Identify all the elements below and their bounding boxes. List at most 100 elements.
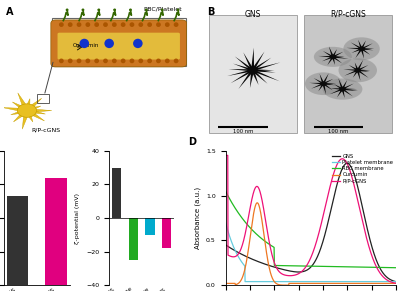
- Ellipse shape: [176, 8, 180, 11]
- Line: RBC membrane: RBC membrane: [226, 191, 396, 268]
- Y-axis label: ζ-potential (mV): ζ-potential (mV): [76, 193, 80, 244]
- Ellipse shape: [338, 58, 377, 82]
- Text: 100 nm: 100 nm: [328, 129, 349, 134]
- Ellipse shape: [145, 8, 148, 11]
- Polygon shape: [333, 56, 349, 59]
- Curcumin: [255, 201, 260, 205]
- Ellipse shape: [59, 58, 64, 63]
- Polygon shape: [314, 78, 324, 84]
- Ellipse shape: [322, 79, 362, 100]
- Polygon shape: [349, 65, 358, 71]
- RBC membrane: [356, 265, 361, 269]
- Text: 100 nm: 100 nm: [233, 129, 253, 134]
- Polygon shape: [338, 78, 344, 89]
- Polygon shape: [355, 49, 363, 58]
- Line: Platelet membrane: Platelet membrane: [226, 223, 396, 282]
- Curcumin: [272, 279, 276, 283]
- Curcumin: [394, 282, 398, 285]
- Platelet membrane: [277, 280, 282, 283]
- Curcumin: [265, 257, 270, 260]
- Ellipse shape: [130, 22, 134, 27]
- Ellipse shape: [147, 22, 152, 27]
- Polygon shape: [323, 51, 334, 58]
- Line: Curcumin: Curcumin: [226, 203, 396, 285]
- Ellipse shape: [68, 22, 72, 27]
- GNS: [277, 267, 282, 270]
- Curcumin: [356, 282, 361, 285]
- Platelet membrane: [272, 280, 276, 283]
- Polygon shape: [323, 83, 336, 84]
- Ellipse shape: [320, 81, 327, 86]
- Ellipse shape: [339, 87, 346, 91]
- Polygon shape: [2, 108, 28, 113]
- Text: Curcumin: Curcumin: [73, 43, 99, 48]
- Polygon shape: [322, 73, 329, 84]
- Ellipse shape: [80, 39, 89, 48]
- Polygon shape: [346, 48, 362, 49]
- Polygon shape: [24, 110, 33, 122]
- Ellipse shape: [174, 58, 178, 63]
- Polygon shape: [342, 88, 357, 90]
- Polygon shape: [227, 69, 253, 76]
- Polygon shape: [251, 52, 264, 71]
- RBC membrane: [335, 265, 340, 268]
- Bar: [209, 15, 296, 133]
- Ellipse shape: [343, 37, 380, 60]
- Ellipse shape: [138, 22, 143, 27]
- Text: R/P-cGNS: R/P-cGNS: [330, 10, 366, 19]
- Polygon shape: [323, 83, 335, 85]
- Ellipse shape: [358, 47, 365, 51]
- Ellipse shape: [354, 68, 361, 73]
- Ellipse shape: [77, 58, 82, 63]
- Curcumin: [377, 282, 382, 285]
- Polygon shape: [243, 52, 254, 71]
- Polygon shape: [337, 89, 344, 97]
- RBC membrane: [265, 241, 270, 245]
- Polygon shape: [322, 84, 326, 95]
- Ellipse shape: [66, 8, 68, 11]
- Polygon shape: [355, 62, 359, 70]
- Polygon shape: [311, 83, 324, 89]
- Polygon shape: [332, 57, 335, 65]
- GNS: [265, 263, 270, 267]
- Platelet membrane: [356, 280, 361, 283]
- Polygon shape: [252, 62, 280, 71]
- Polygon shape: [361, 48, 370, 55]
- Ellipse shape: [86, 22, 90, 27]
- Polygon shape: [252, 58, 271, 71]
- Ellipse shape: [59, 22, 64, 27]
- Polygon shape: [327, 56, 334, 65]
- Polygon shape: [361, 43, 373, 49]
- Polygon shape: [250, 70, 254, 88]
- Line: R/P-cGNS: R/P-cGNS: [226, 155, 396, 283]
- Ellipse shape: [113, 8, 116, 11]
- Polygon shape: [230, 70, 254, 83]
- Polygon shape: [322, 56, 334, 61]
- Ellipse shape: [112, 58, 117, 63]
- Polygon shape: [25, 98, 42, 112]
- Ellipse shape: [138, 58, 143, 63]
- Ellipse shape: [94, 22, 99, 27]
- Ellipse shape: [156, 22, 161, 27]
- RBC membrane: [277, 264, 282, 267]
- Polygon shape: [27, 109, 52, 113]
- Text: A: A: [6, 7, 14, 17]
- Polygon shape: [332, 52, 344, 58]
- GNS: [344, 162, 349, 165]
- R/P-cGNS: [277, 270, 282, 274]
- R/P-cGNS: [394, 282, 398, 285]
- Polygon shape: [309, 83, 324, 84]
- Text: RBC/Platelet: RBC/Platelet: [143, 6, 182, 11]
- Ellipse shape: [156, 58, 161, 63]
- R/P-cGNS: [377, 270, 382, 274]
- Polygon shape: [330, 88, 342, 90]
- GNS: [394, 280, 398, 283]
- Polygon shape: [24, 99, 30, 111]
- Polygon shape: [252, 69, 274, 71]
- Polygon shape: [252, 69, 280, 81]
- Polygon shape: [252, 69, 276, 72]
- RBC membrane: [377, 266, 382, 269]
- Polygon shape: [358, 70, 370, 72]
- Bar: [162, 218, 172, 248]
- Platelet membrane: [223, 221, 228, 224]
